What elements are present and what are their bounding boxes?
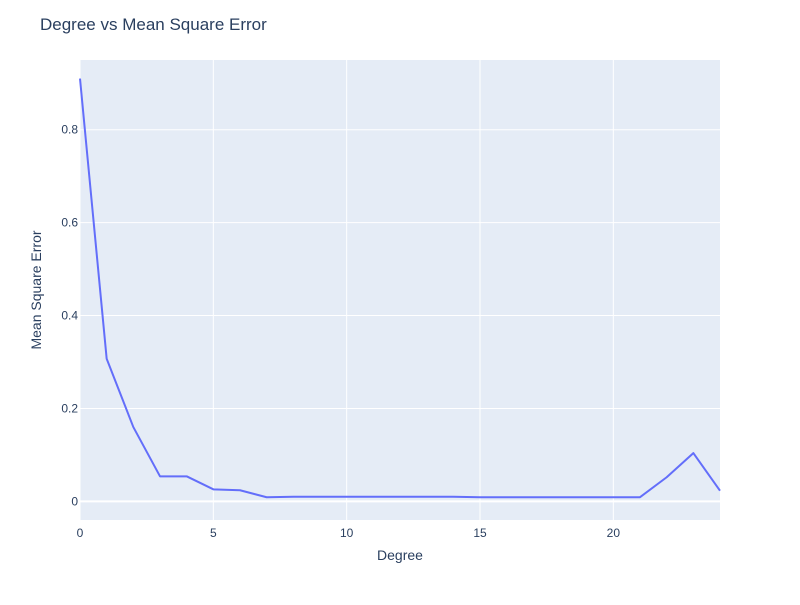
y-tick-label: 0.2 <box>61 401 78 415</box>
chart-title: Degree vs Mean Square Error <box>40 15 267 34</box>
y-tick-label: 0 <box>71 494 78 508</box>
x-tick-label: 20 <box>607 526 621 540</box>
x-tick-label: 5 <box>210 526 217 540</box>
plot-background <box>80 60 720 520</box>
y-tick-label: 0.4 <box>61 309 78 323</box>
y-axis-ticks: 0 0.2 0.4 0.6 0.8 <box>61 123 78 509</box>
grid-layer <box>79 60 720 520</box>
y-tick-label: 0.6 <box>61 216 78 230</box>
y-tick-label: 0.8 <box>61 123 78 137</box>
series-line <box>79 78 721 499</box>
x-tick-label: 0 <box>77 526 84 540</box>
x-tick-label: 15 <box>473 526 487 540</box>
y-axis-label: Mean Square Error <box>28 230 44 349</box>
series-layer <box>79 78 721 499</box>
x-tick-label: 10 <box>340 526 354 540</box>
x-axis-ticks: 0 5 10 15 20 <box>77 526 621 540</box>
x-axis-label: Degree <box>377 547 423 563</box>
